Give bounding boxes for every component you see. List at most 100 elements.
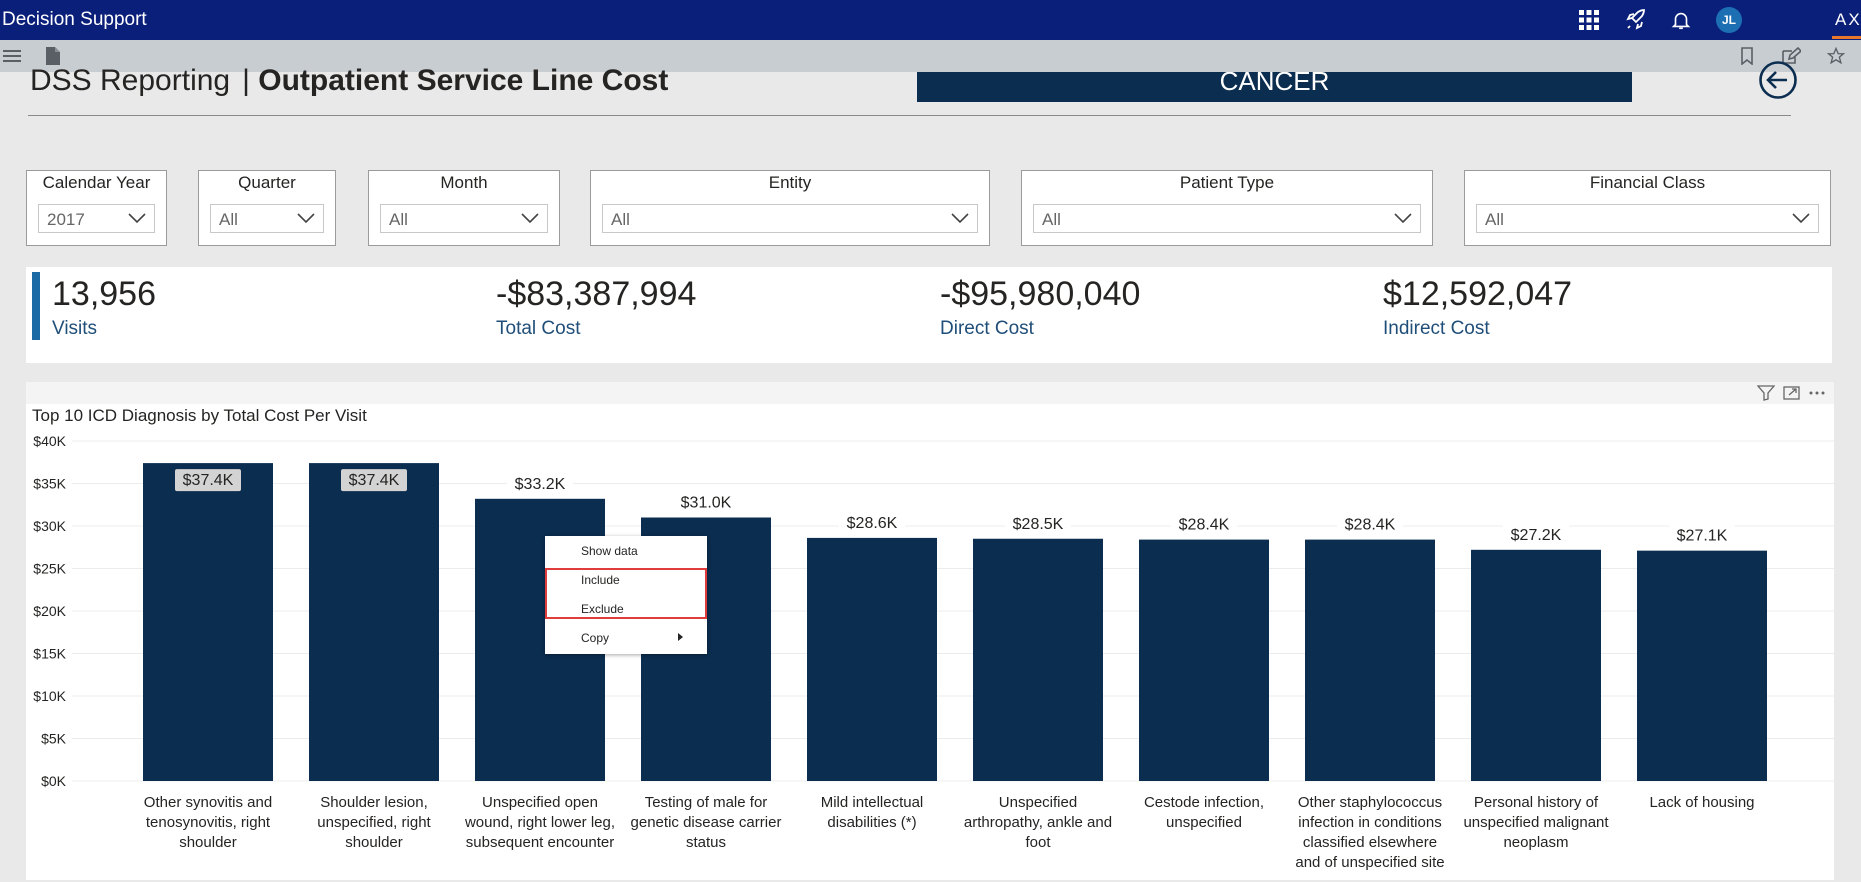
bell-icon[interactable] — [1669, 8, 1693, 32]
data-label-bg — [1669, 524, 1735, 547]
entity-dropdown[interactable]: All — [602, 204, 978, 233]
focus-mode-icon[interactable] — [1783, 385, 1801, 401]
rocket-icon[interactable] — [1624, 8, 1648, 32]
kpi-label: Total Cost — [496, 318, 581, 339]
x-category-label: disabilities (*) — [827, 814, 916, 831]
data-label-bg — [1337, 513, 1403, 536]
hamburger-menu-icon[interactable] — [1, 45, 23, 67]
kpi-visits: 13,956 Visits — [52, 275, 156, 340]
y-tick-label: $15K — [33, 646, 66, 662]
dropdown-value: All — [1485, 210, 1504, 229]
bar[interactable] — [1139, 539, 1269, 781]
x-category-label: shoulder — [179, 834, 237, 851]
x-category-label: unspecified malignant — [1463, 814, 1609, 831]
report-toolbar — [0, 40, 1861, 72]
patient-type-dropdown[interactable]: All — [1033, 204, 1421, 233]
bookmark-icon[interactable] — [1736, 45, 1758, 67]
org-badge[interactable]: AX — [1835, 10, 1861, 29]
slicer-label: Quarter — [238, 173, 296, 192]
x-category-label: genetic disease carrier — [631, 814, 782, 831]
user-avatar[interactable]: JL — [1716, 7, 1742, 33]
visual-header — [26, 382, 1834, 404]
slicer-month: Month All — [368, 170, 560, 246]
x-category-label: Lack of housing — [1649, 794, 1754, 811]
kpi-value: 13,956 — [52, 275, 156, 313]
x-category-label: Cestode infection, — [1144, 794, 1264, 811]
slicer-quarter: Quarter All — [198, 170, 336, 246]
slicer-label: Month — [440, 173, 488, 192]
highlight-box — [545, 568, 707, 619]
chevron-down-icon — [951, 213, 969, 224]
slicer-label: Entity — [768, 173, 812, 192]
app-launcher-icon[interactable] — [1577, 8, 1601, 32]
more-options-icon[interactable] — [1808, 385, 1826, 401]
bar-chart-visual[interactable]: Top 10 ICD Diagnosis by Total Cost Per V… — [26, 382, 1834, 880]
header-divider — [28, 115, 1791, 116]
x-category-label: unspecified — [1166, 814, 1242, 831]
financial-class-dropdown[interactable]: All — [1476, 204, 1819, 233]
filter-icon[interactable] — [1757, 385, 1775, 401]
x-category-label: Other synovitis and — [144, 794, 272, 811]
kpi-direct-cost: -$95,980,040 Direct Cost — [940, 275, 1140, 340]
x-category-label: neoplasm — [1503, 834, 1568, 851]
slicer-entity: Entity All — [590, 170, 990, 246]
menu-item-show-data[interactable]: Show data — [581, 544, 638, 558]
kpi-label: Indirect Cost — [1383, 318, 1490, 339]
kpi-indirect-cost: $12,592,047 Indirect Cost — [1383, 275, 1572, 340]
chevron-down-icon — [1394, 213, 1412, 224]
data-label: $28.4K — [1345, 517, 1396, 534]
data-label-bg — [175, 469, 241, 492]
x-category-label: Unspecified — [999, 794, 1077, 811]
x-category-label: Shoulder lesion, — [320, 794, 428, 811]
data-label: $33.2K — [515, 476, 566, 493]
menu-item-copy[interactable]: Copy — [581, 631, 610, 645]
month-dropdown[interactable]: All — [380, 204, 548, 233]
dropdown-value: All — [1042, 210, 1061, 229]
chevron-down-icon — [1792, 213, 1810, 224]
page-document-icon[interactable] — [42, 45, 64, 67]
x-category-label: status — [686, 834, 726, 851]
bar[interactable] — [1305, 539, 1435, 781]
x-category-label: Unspecified open — [482, 794, 598, 811]
dropdown-value: 2017 — [47, 210, 85, 229]
submenu-arrow-icon — [678, 633, 683, 641]
x-category-label: Mild intellectual — [821, 794, 924, 811]
page-title-separator: | — [242, 64, 250, 97]
page-title-light: DSS Reporting — [30, 64, 231, 97]
bar[interactable] — [309, 463, 439, 781]
menu-item-include[interactable]: Include — [581, 573, 620, 587]
y-tick-label: $40K — [33, 433, 66, 449]
back-arrow-icon[interactable] — [1758, 60, 1798, 100]
kpi-card-panel: 13,956 Visits -$83,387,994 Total Cost -$… — [26, 267, 1832, 363]
slicer-calendar-year: Calendar Year 2017 — [26, 170, 167, 246]
x-category-label: infection in conditions — [1298, 814, 1441, 831]
data-label-bg — [507, 472, 573, 495]
y-tick-label: $35K — [33, 476, 66, 492]
quarter-dropdown[interactable]: All — [210, 204, 324, 233]
y-tick-label: $0K — [41, 773, 67, 789]
bar[interactable] — [973, 538, 1103, 781]
menu-item-exclude[interactable]: Exclude — [581, 602, 624, 616]
data-label-bg — [1005, 512, 1071, 535]
y-tick-label: $30K — [33, 518, 66, 534]
bar[interactable] — [807, 537, 937, 781]
kpi-label: Visits — [52, 318, 98, 339]
app-title: Decision Support — [2, 9, 147, 30]
bar[interactable] — [1471, 549, 1601, 781]
x-category-label: foot — [1025, 834, 1051, 851]
slicer-label: Financial Class — [1589, 173, 1706, 192]
slicer-patient-type: Patient Type All — [1021, 170, 1433, 246]
x-category-label: classified elsewhere — [1303, 834, 1437, 851]
data-label: $27.2K — [1511, 527, 1562, 544]
edit-icon[interactable] — [1780, 45, 1802, 67]
data-label-bg — [1503, 523, 1569, 546]
data-label: $28.5K — [1013, 516, 1064, 533]
slicer-financial-class: Financial Class All — [1464, 170, 1831, 246]
x-category-label: Testing of male for — [645, 794, 768, 811]
data-label: $28.6K — [847, 515, 898, 532]
calendar-year-dropdown[interactable]: 2017 — [38, 204, 155, 233]
slicer-label: Patient Type — [1179, 173, 1275, 192]
favorite-star-icon[interactable] — [1825, 45, 1847, 67]
bar[interactable] — [143, 463, 273, 781]
bar[interactable] — [1637, 550, 1767, 781]
